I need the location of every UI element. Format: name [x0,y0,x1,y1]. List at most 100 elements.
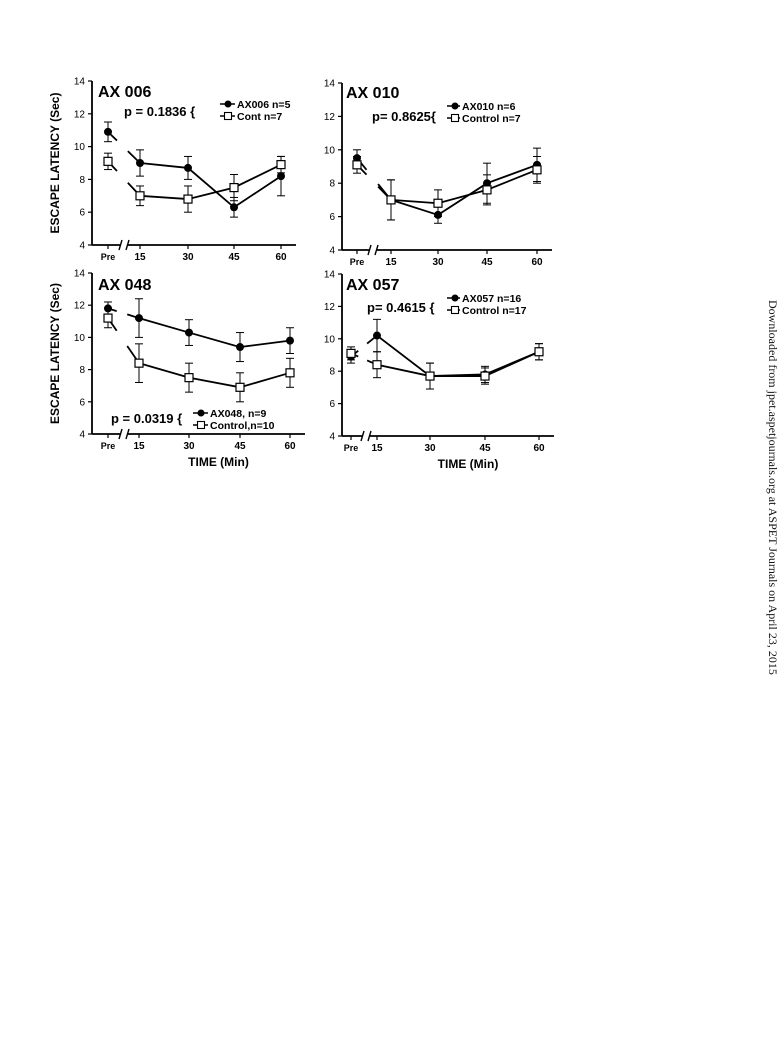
axis-break-mark [360,430,365,442]
x-tick-label: 30 [183,441,195,452]
x-tick-label: 45 [479,443,491,454]
data-point [229,183,239,193]
y-tick-label: 10 [324,145,336,156]
x-axis-label: TIME (Min) [438,457,499,471]
data-point [276,160,286,170]
data-point [183,194,193,204]
y-tick-label: 14 [324,270,336,281]
x-tick-label: 60 [275,252,287,263]
x-tick-label: 15 [133,441,145,452]
p-value-label: p = 0.1836 { [124,104,195,119]
data-point [285,368,295,378]
series-drug [353,147,541,224]
legend-entry: AX048, n=9 [193,408,266,420]
data-point [480,371,490,381]
x-tick-label: Pre [344,443,359,453]
data-point [184,163,192,172]
legend-label: Control,n=10 [210,420,275,432]
chart-panel-2: 4 6 8 10 12 14 Pre 15 30 45 60 AX 010 p= 0.8625{AX01… [324,79,552,268]
data-point [277,172,285,181]
x-tick-label: 45 [234,441,246,452]
data-point [136,159,144,167]
data-point [373,331,381,340]
legend-label: AX048, n=9 [210,408,266,420]
y-tick-label: 4 [329,432,335,443]
x-tick-label: 30 [432,257,444,268]
legend-marker [223,111,233,121]
x-tick-label: 60 [531,257,543,268]
y-tick-label: 8 [79,365,85,376]
y-tick-label: 10 [74,333,86,344]
panel-title: AX 057 [346,277,399,294]
x-tick-label: 15 [134,252,146,263]
legend-marker [451,102,459,110]
x-tick-label: 60 [533,443,545,454]
y-tick-label: 6 [79,208,85,219]
x-tick-label: 15 [371,443,383,454]
x-tick-label: Pre [350,257,365,267]
data-point [235,382,245,392]
panel-title: AX 010 [346,85,399,102]
x-axis-label: TIME (Min) [188,455,249,469]
series-line [390,169,538,205]
axis-break-mark [374,244,379,256]
legend-entry: AX006 n=5 [220,99,291,111]
data-point [534,347,544,357]
y-tick-label: 12 [324,112,336,123]
chart-panel-4: 4 6 8 10 12 14 Pre 15 30 45 60 TIME (Min) AX 057 p= 0… [324,270,554,471]
y-tick-label: 8 [329,367,335,378]
series-drug [347,318,543,390]
series-line [376,350,540,377]
legend-marker [224,100,232,108]
data-point [425,371,435,381]
y-tick-label: 6 [329,399,335,410]
data-point [482,185,492,195]
data-point [286,336,294,345]
data-point [104,127,112,136]
x-tick-label: 45 [228,252,240,263]
p-value-label: p= 0.8625{ [372,109,436,124]
data-point [134,358,144,368]
axis-break-mark [118,428,123,440]
axis-break-mark [118,239,123,251]
data-point [346,348,356,358]
y-tick-label: 6 [79,397,85,408]
y-tick-label: 8 [79,175,85,186]
axis-break-mark [125,239,130,251]
y-axis-label: ESCAPE LATENCY (Sec) [48,283,62,424]
legend-label: AX006 n=5 [237,99,291,111]
data-point [372,360,382,370]
series-control [103,307,295,403]
y-tick-label: 10 [74,142,86,153]
series-line-pre-segment [109,321,118,332]
x-tick-label: 15 [385,257,397,268]
chart-panel-1: 4 6 8 10 12 14 Pre 15 30 45 60 ESCAPE LATENCY (Sec)… [48,77,296,263]
legend-marker [196,420,206,430]
legend-label: Control n=7 [462,113,521,125]
legend-entry: Control n=7 [447,113,521,125]
x-tick-label: Pre [101,252,116,262]
data-point [433,198,443,208]
series-drug [104,121,285,218]
legend-entry: Control,n=10 [193,420,275,432]
data-point [236,343,244,352]
legend-marker [197,409,205,417]
y-tick-label: 4 [329,246,335,257]
axis-break-mark [125,428,130,440]
y-tick-label: 12 [74,109,86,120]
panel-title: AX 048 [98,277,151,294]
data-point [135,191,145,201]
x-tick-label: 45 [481,257,493,268]
x-tick-label: 60 [284,441,296,452]
legend-label: AX010 n=6 [462,101,516,113]
legend-entry: AX057 n=16 [447,293,521,305]
p-value-label: p= 0.4615 { [367,300,435,315]
x-tick-label: 30 [182,252,194,263]
data-point [352,160,362,170]
series-line [390,163,538,216]
panel-title: AX 006 [98,84,151,101]
legend-label: Cont n=7 [237,111,282,123]
y-tick-label: 12 [74,301,86,312]
legend-entry: Cont n=7 [220,111,282,123]
